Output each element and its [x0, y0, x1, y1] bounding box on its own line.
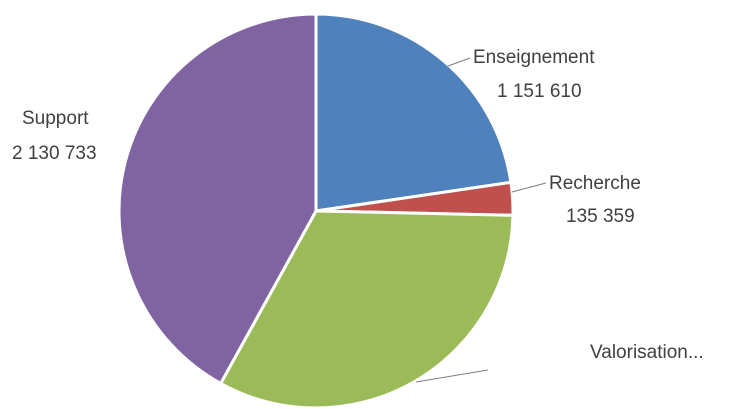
- label-enseignement-value: 1 151 610: [497, 81, 582, 102]
- pie-slices: [117, 12, 515, 409]
- leader-lines: [415, 57, 547, 383]
- label-enseignement-name: Enseignement: [473, 47, 595, 68]
- label-recherche-name: Recherche: [549, 173, 641, 194]
- label-recherche-value: 135 359: [566, 206, 635, 227]
- pie-slice-support: [117, 12, 318, 385]
- leader-recherche: [511, 182, 547, 193]
- label-support-value: 2 130 733: [12, 143, 97, 164]
- label-valorisation-name: Valorisation...: [590, 342, 704, 363]
- pie-slice-valorisation: [219, 209, 515, 409]
- pie-slice-enseignement: [314, 12, 513, 213]
- leader-enseignement: [447, 57, 471, 67]
- leader-valorisation: [415, 369, 489, 383]
- label-support-name: Support: [22, 108, 89, 129]
